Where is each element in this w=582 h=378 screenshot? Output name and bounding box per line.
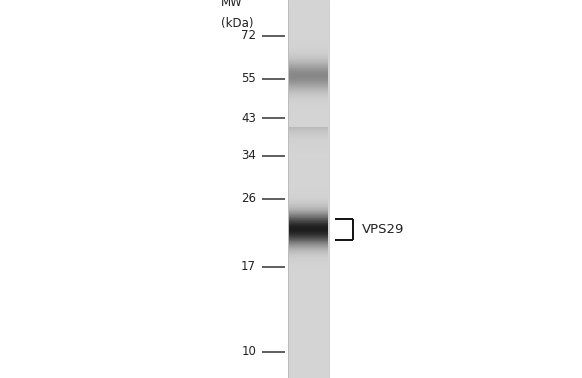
Text: 43: 43: [241, 112, 256, 125]
Text: MW: MW: [221, 0, 243, 9]
Text: 55: 55: [242, 73, 256, 85]
Text: 10: 10: [241, 345, 256, 358]
Text: 17: 17: [241, 260, 256, 273]
Text: 26: 26: [241, 192, 256, 205]
Text: (kDa): (kDa): [221, 17, 254, 29]
Text: 72: 72: [241, 29, 256, 42]
Text: 34: 34: [241, 149, 256, 163]
Text: VPS29: VPS29: [362, 223, 404, 236]
